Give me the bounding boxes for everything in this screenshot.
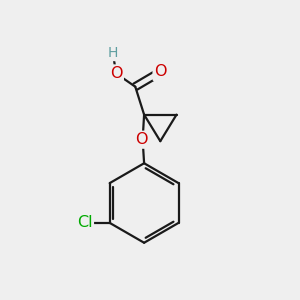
Text: O: O (110, 66, 122, 81)
Text: O: O (154, 64, 167, 80)
Text: Cl: Cl (77, 215, 92, 230)
Text: O: O (135, 132, 147, 147)
Text: H: H (108, 46, 119, 60)
